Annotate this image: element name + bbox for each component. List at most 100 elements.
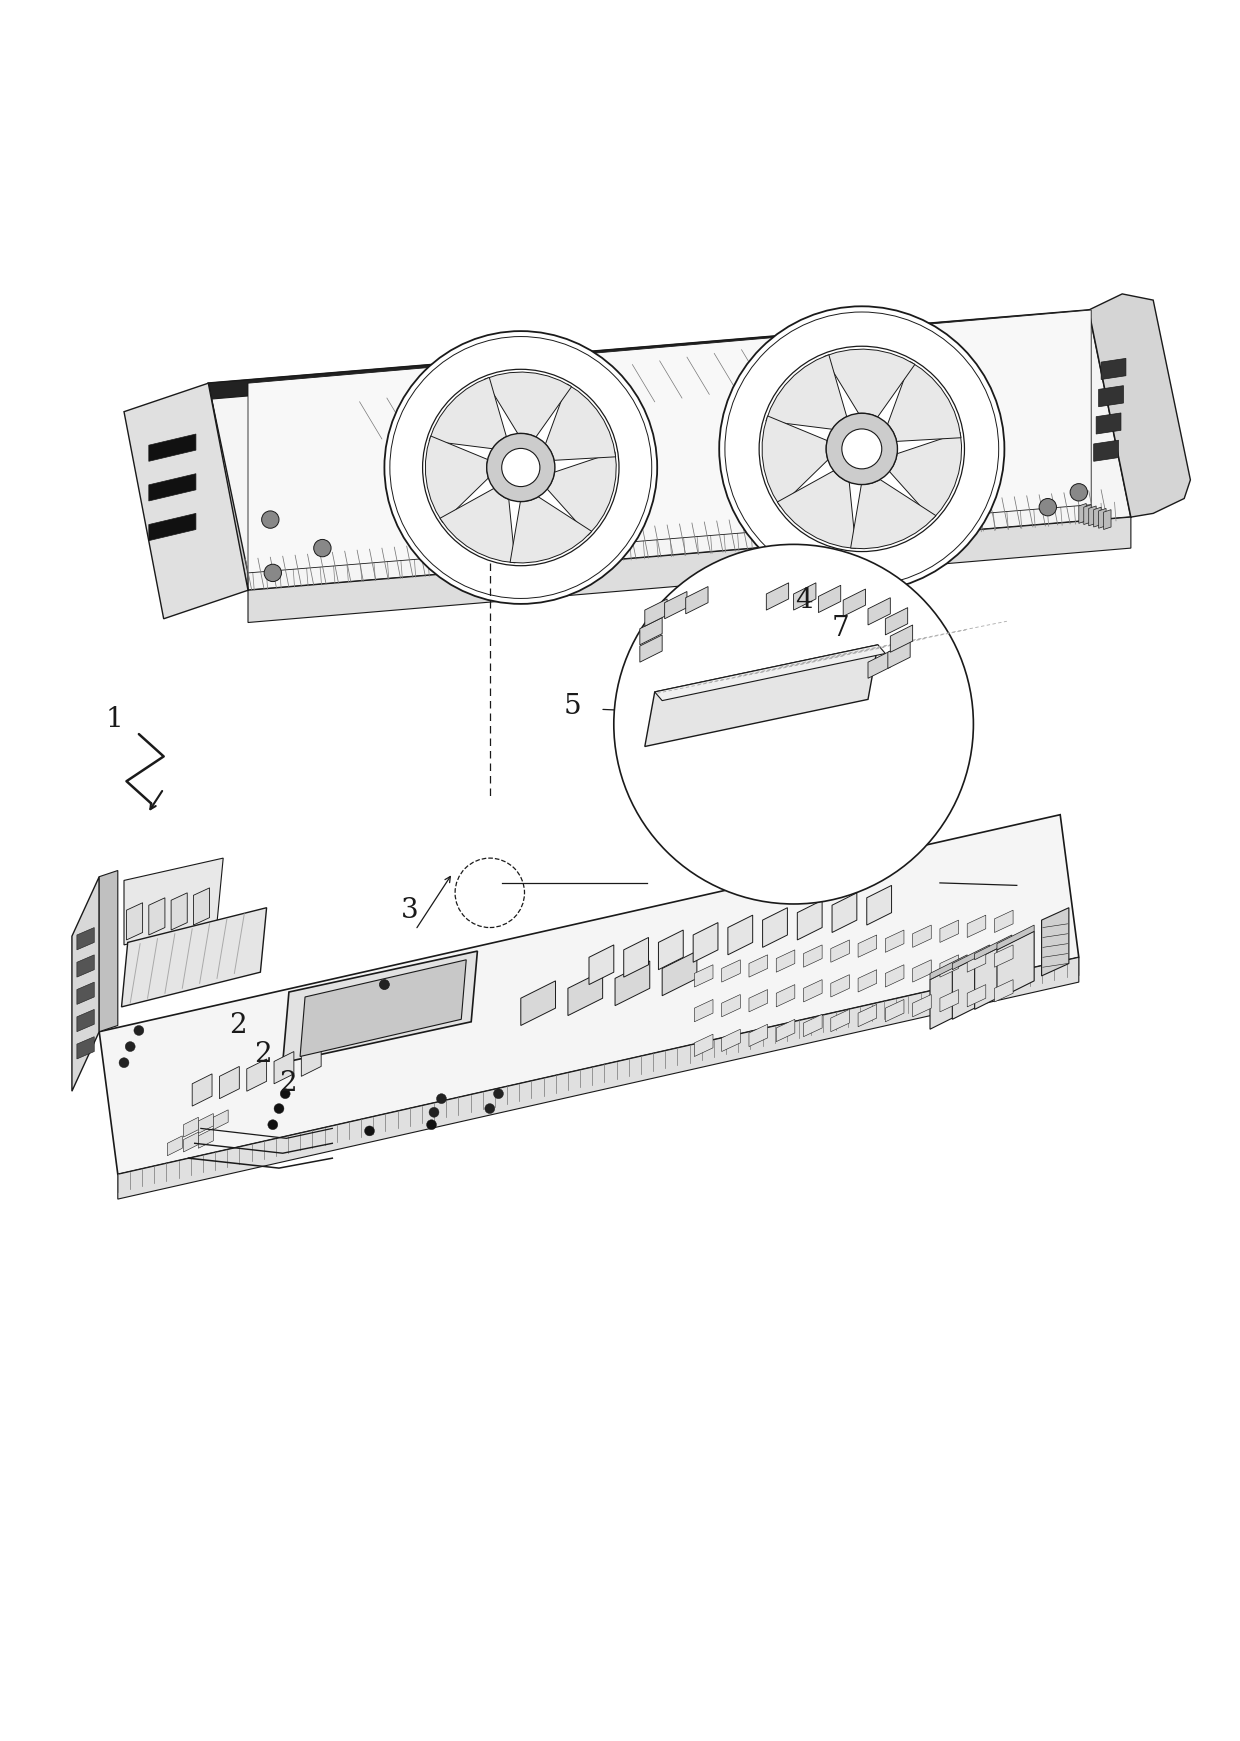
Polygon shape — [843, 588, 866, 616]
Polygon shape — [858, 935, 877, 958]
Text: 1: 1 — [105, 705, 123, 733]
Polygon shape — [77, 928, 94, 951]
Polygon shape — [589, 945, 614, 985]
Polygon shape — [624, 937, 649, 977]
Polygon shape — [722, 1029, 740, 1052]
Polygon shape — [851, 479, 936, 548]
Circle shape — [274, 1104, 284, 1114]
Polygon shape — [645, 644, 878, 747]
Polygon shape — [1079, 503, 1086, 524]
Polygon shape — [693, 923, 718, 963]
Circle shape — [264, 564, 281, 581]
Circle shape — [119, 1059, 129, 1067]
Polygon shape — [888, 641, 910, 669]
Polygon shape — [658, 930, 683, 970]
Polygon shape — [274, 1052, 294, 1085]
Polygon shape — [975, 935, 1012, 959]
Polygon shape — [888, 362, 961, 442]
Polygon shape — [122, 907, 267, 1006]
Circle shape — [384, 331, 657, 604]
Polygon shape — [913, 924, 931, 947]
Polygon shape — [149, 898, 165, 935]
Polygon shape — [763, 416, 828, 507]
Polygon shape — [940, 954, 959, 977]
Circle shape — [125, 1041, 135, 1052]
Text: 2: 2 — [279, 1071, 296, 1097]
Polygon shape — [247, 1059, 267, 1092]
Polygon shape — [77, 954, 94, 977]
Polygon shape — [77, 982, 94, 1005]
Polygon shape — [967, 951, 986, 971]
Polygon shape — [952, 951, 990, 1018]
Circle shape — [485, 1104, 495, 1114]
Polygon shape — [99, 815, 1079, 1173]
Polygon shape — [547, 453, 616, 534]
Polygon shape — [686, 587, 708, 615]
Polygon shape — [885, 965, 904, 987]
Polygon shape — [885, 930, 904, 952]
Polygon shape — [940, 989, 959, 1012]
Circle shape — [502, 449, 539, 486]
Text: 2: 2 — [229, 1012, 247, 1039]
Polygon shape — [198, 1128, 213, 1149]
Polygon shape — [766, 355, 847, 430]
Polygon shape — [126, 904, 143, 940]
Polygon shape — [868, 651, 890, 679]
Polygon shape — [868, 597, 890, 625]
Polygon shape — [804, 1015, 822, 1036]
Circle shape — [1039, 498, 1056, 515]
Polygon shape — [283, 951, 477, 1062]
Polygon shape — [1099, 387, 1123, 407]
Polygon shape — [975, 942, 1012, 1010]
Polygon shape — [890, 625, 913, 653]
Polygon shape — [167, 1135, 182, 1156]
Circle shape — [486, 434, 556, 501]
Polygon shape — [77, 1036, 94, 1059]
Circle shape — [842, 428, 882, 468]
Polygon shape — [694, 965, 713, 987]
Circle shape — [436, 1093, 446, 1104]
Text: 2: 2 — [254, 1041, 272, 1067]
Polygon shape — [1099, 508, 1106, 528]
Polygon shape — [99, 870, 118, 1032]
Polygon shape — [831, 940, 849, 963]
Polygon shape — [425, 435, 489, 522]
Polygon shape — [867, 886, 892, 924]
Polygon shape — [640, 635, 662, 662]
Polygon shape — [171, 893, 187, 930]
Circle shape — [134, 1025, 144, 1036]
Polygon shape — [1042, 907, 1069, 977]
Polygon shape — [885, 608, 908, 635]
Polygon shape — [722, 994, 740, 1017]
Polygon shape — [889, 432, 961, 519]
Polygon shape — [568, 971, 603, 1015]
Polygon shape — [208, 383, 248, 590]
Polygon shape — [184, 1118, 198, 1137]
Polygon shape — [248, 310, 1091, 573]
Polygon shape — [797, 900, 822, 940]
Polygon shape — [184, 1132, 198, 1153]
Polygon shape — [665, 592, 687, 618]
Polygon shape — [994, 980, 1013, 1001]
Polygon shape — [521, 980, 556, 1025]
Polygon shape — [1089, 507, 1096, 526]
Polygon shape — [776, 985, 795, 1006]
Polygon shape — [118, 958, 1079, 1200]
Polygon shape — [645, 599, 667, 627]
Polygon shape — [994, 911, 1013, 933]
Polygon shape — [655, 644, 885, 700]
Polygon shape — [694, 999, 713, 1022]
Polygon shape — [1096, 413, 1121, 434]
Circle shape — [314, 540, 331, 557]
Circle shape — [719, 306, 1004, 592]
Polygon shape — [198, 1114, 213, 1133]
Circle shape — [826, 413, 898, 484]
Polygon shape — [749, 1024, 768, 1046]
Polygon shape — [662, 951, 697, 996]
Circle shape — [262, 510, 279, 528]
Polygon shape — [149, 474, 196, 501]
Polygon shape — [967, 985, 986, 1006]
Polygon shape — [885, 999, 904, 1022]
Polygon shape — [77, 1010, 94, 1032]
Polygon shape — [997, 931, 1034, 999]
